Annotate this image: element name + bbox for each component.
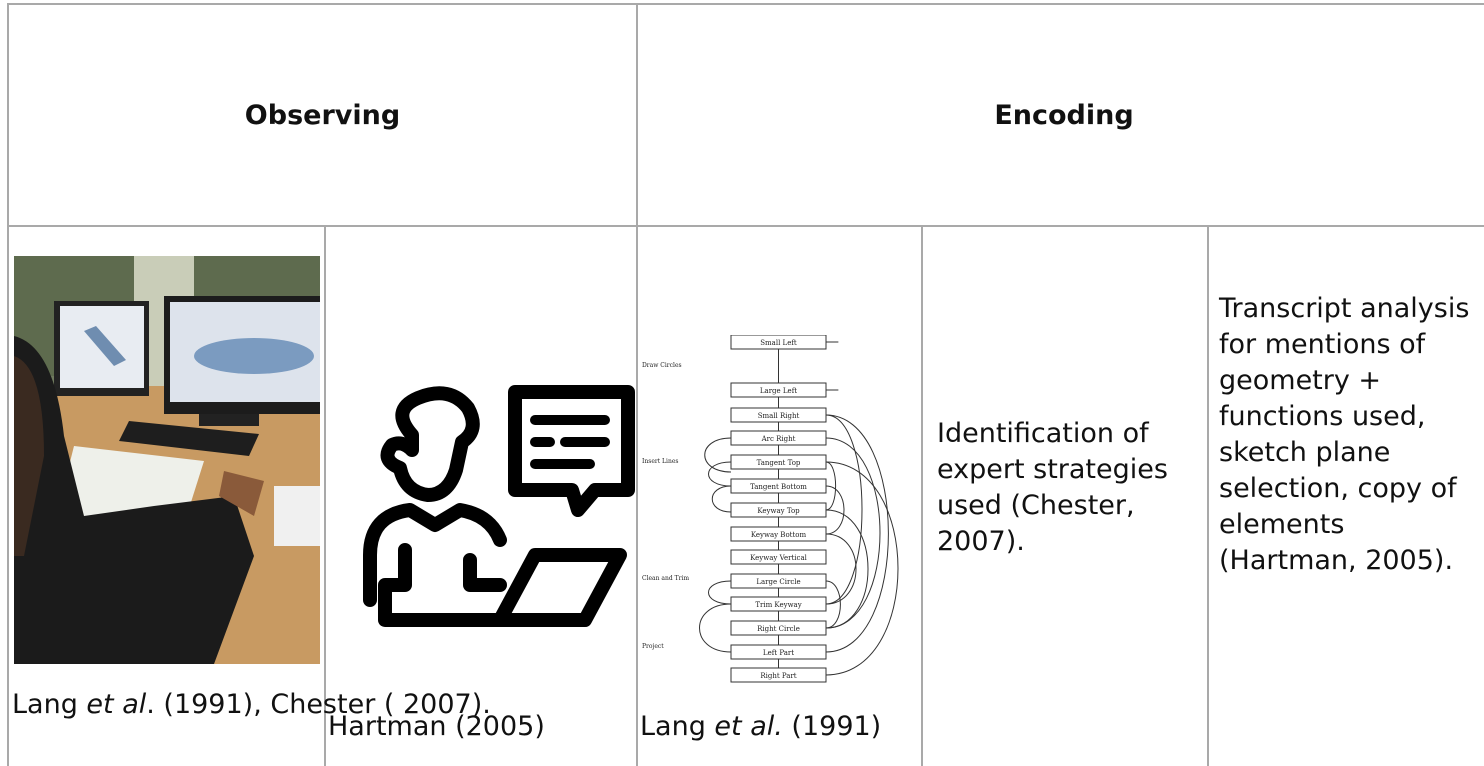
group-label: Insert Lines: [642, 458, 678, 465]
arrow: [704, 437, 732, 473]
caption-italic: et al: [86, 689, 147, 720]
node-box: [730, 549, 827, 565]
group-label: Project: [642, 643, 664, 650]
group-label: Draw Circles: [642, 362, 682, 369]
caption-italic: et al.: [714, 711, 783, 742]
border: [921, 226, 923, 766]
border: [324, 226, 326, 766]
node-label: Keyway Top: [757, 507, 800, 515]
node-label: Large Left: [760, 387, 797, 395]
node-label: Tangent Top: [757, 459, 801, 467]
border: [636, 3, 638, 766]
flow-diagram: Small Left Large Left Small Right Arc Right…: [642, 335, 899, 683]
arrow: [825, 580, 841, 629]
caption-text: Hartman (2005): [328, 711, 545, 742]
arrow: [708, 461, 732, 487]
arrow: [825, 461, 836, 511]
arrow: [825, 461, 899, 676]
arrow: [711, 485, 732, 513]
arrow: [699, 603, 732, 653]
arrow: [825, 437, 881, 629]
caption-text: Lang: [12, 689, 87, 720]
caption-text: (1991): [782, 711, 882, 742]
node-label: Small Left: [760, 339, 797, 347]
caption: Lang et al. (1991), Chester ( 2007).: [12, 685, 491, 725]
group-label: Clean and Trim: [642, 575, 689, 582]
node-label: Right Circle: [757, 625, 800, 633]
node-label: Arc Right: [761, 435, 796, 443]
border: [1207, 226, 1209, 766]
node-label: Small Right: [758, 412, 800, 420]
arrow: [825, 485, 845, 535]
caption-text: Lang: [640, 711, 715, 742]
border: [7, 3, 9, 766]
border: [8, 225, 1484, 227]
arrow: [825, 533, 857, 605]
caption: Lang et al. (1991): [640, 707, 881, 747]
node-label: Keyway Bottom: [751, 531, 807, 539]
node-label: Trim Keyway: [755, 601, 801, 609]
header-cell: Observing: [244, 99, 401, 131]
arrow: [825, 414, 863, 605]
node-label: Tangent Bottom: [750, 483, 807, 491]
arrow: [708, 580, 732, 605]
cell-text: Transcript analysis for mentions of geom…: [1219, 293, 1470, 576]
arrow: [825, 509, 869, 629]
node-label: Right Part: [760, 672, 796, 680]
node-label: Left Part: [763, 649, 794, 657]
caption: Hartman (2005): [328, 707, 545, 747]
cell-text: Identification of expert strategies used…: [937, 418, 1168, 557]
node-label: Keyway Vertical: [750, 554, 808, 562]
photo: [14, 256, 320, 664]
node-label: Large Circle: [756, 578, 800, 586]
caption-text: . (1991), Chester ( 2007).: [146, 689, 491, 720]
border: [8, 3, 1484, 5]
arrow: [825, 414, 889, 653]
icon: [363, 385, 635, 627]
header-cell: Encoding: [994, 99, 1134, 131]
